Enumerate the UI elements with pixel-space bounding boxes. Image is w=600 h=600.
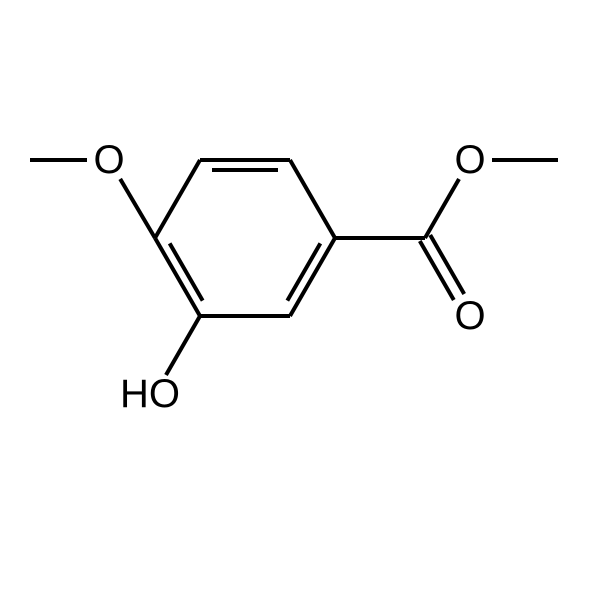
molecule-diagram: O O O HO xyxy=(0,0,600,600)
atom-label-o_carbonyl: O xyxy=(454,294,485,338)
atom-label-o_hydroxyl: HO xyxy=(120,372,180,416)
atom-label-o_methoxy: O xyxy=(93,138,124,182)
atom-label-o_ester: O xyxy=(454,138,485,182)
